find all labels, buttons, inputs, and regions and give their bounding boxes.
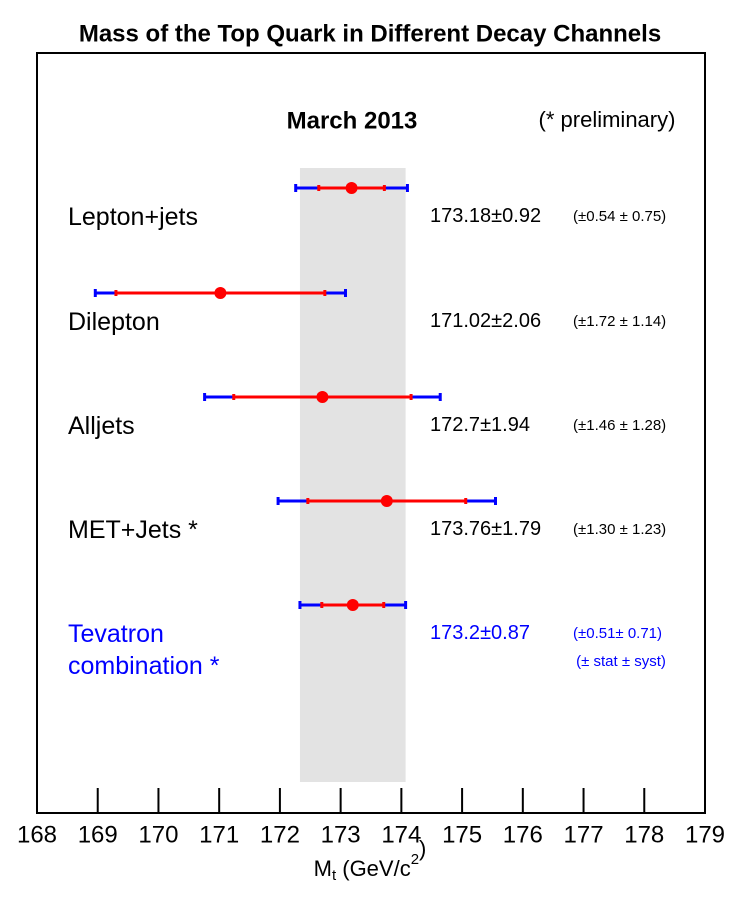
x-tick-label: 171 — [199, 821, 239, 848]
total-error-label: ±1.94 — [480, 414, 530, 436]
x-axis-label-part: M — [314, 856, 332, 881]
x-tick-label: 178 — [624, 821, 664, 848]
category-label: Tevatron combination * — [68, 620, 220, 680]
value-label: 173.76 — [430, 518, 491, 540]
breakdown-label: (±0.51± 0.71) — [573, 625, 662, 642]
annotation: March 2013 — [287, 107, 418, 134]
x-tick-label: 174 — [381, 821, 421, 848]
annotation: (* preliminary) — [539, 107, 676, 132]
x-axis-label-part: (GeV/c — [336, 856, 411, 881]
x-tick-label: 168 — [17, 821, 57, 848]
total-error-label: ±1.79 — [491, 518, 541, 540]
value-label: 172.7 — [430, 414, 480, 436]
total-error-label: ±0.87 — [480, 622, 530, 644]
x-axis-label-part: t — [332, 867, 337, 884]
total-error-label: ±2.06 — [491, 310, 541, 332]
x-tick-label: 173 — [321, 821, 361, 848]
value-text: 173.18±0.92 — [430, 205, 541, 227]
x-tick-label: 172 — [260, 821, 300, 848]
value-label: 173.2 — [430, 622, 480, 644]
x-tick-label: 170 — [138, 821, 178, 848]
x-tick-label: 176 — [503, 821, 543, 848]
x-tick-label: 177 — [564, 821, 604, 848]
chart-title: Mass of the Top Quark in Different Decay… — [79, 20, 661, 47]
central-value — [346, 599, 359, 611]
central-value — [316, 391, 329, 403]
category-label: Dilepton — [68, 308, 160, 336]
plot-frame — [36, 52, 706, 814]
category-label: Alljets — [68, 412, 135, 440]
x-tick-label: 179 — [685, 821, 725, 848]
x-tick-label: 175 — [442, 821, 482, 848]
central-value — [380, 495, 393, 507]
value-text: 173.2±0.87 — [430, 622, 530, 644]
value-label: 171.02 — [430, 310, 491, 332]
x-axis-label: Mt (GeV/c2) — [314, 836, 427, 884]
x-axis-label-part: ) — [419, 836, 426, 861]
breakdown-label: (±0.54 ± 0.75) — [573, 208, 666, 225]
category-label: MET+Jets * — [68, 516, 198, 544]
central-value — [345, 182, 358, 194]
annotation: (± stat ± syst) — [576, 653, 666, 670]
value-text: 173.76±1.79 — [430, 518, 541, 540]
combination-band — [299, 168, 406, 782]
central-value — [214, 287, 227, 299]
value-text: 171.02±2.06 — [430, 310, 541, 332]
breakdown-label: (±1.72 ± 1.14) — [573, 313, 666, 330]
breakdown-label: (±1.46 ± 1.28) — [573, 417, 666, 434]
value-text: 172.7±1.94 — [430, 414, 530, 436]
total-error-label: ±0.92 — [491, 205, 541, 227]
x-axis-label-part: 2 — [411, 851, 419, 868]
category-label: Lepton+jets — [68, 203, 198, 231]
x-tick-label: 169 — [78, 821, 118, 848]
breakdown-label: (±1.30 ± 1.23) — [573, 521, 666, 538]
value-label: 173.18 — [430, 205, 491, 227]
